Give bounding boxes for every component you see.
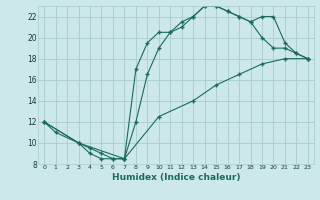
X-axis label: Humidex (Indice chaleur): Humidex (Indice chaleur) bbox=[112, 173, 240, 182]
